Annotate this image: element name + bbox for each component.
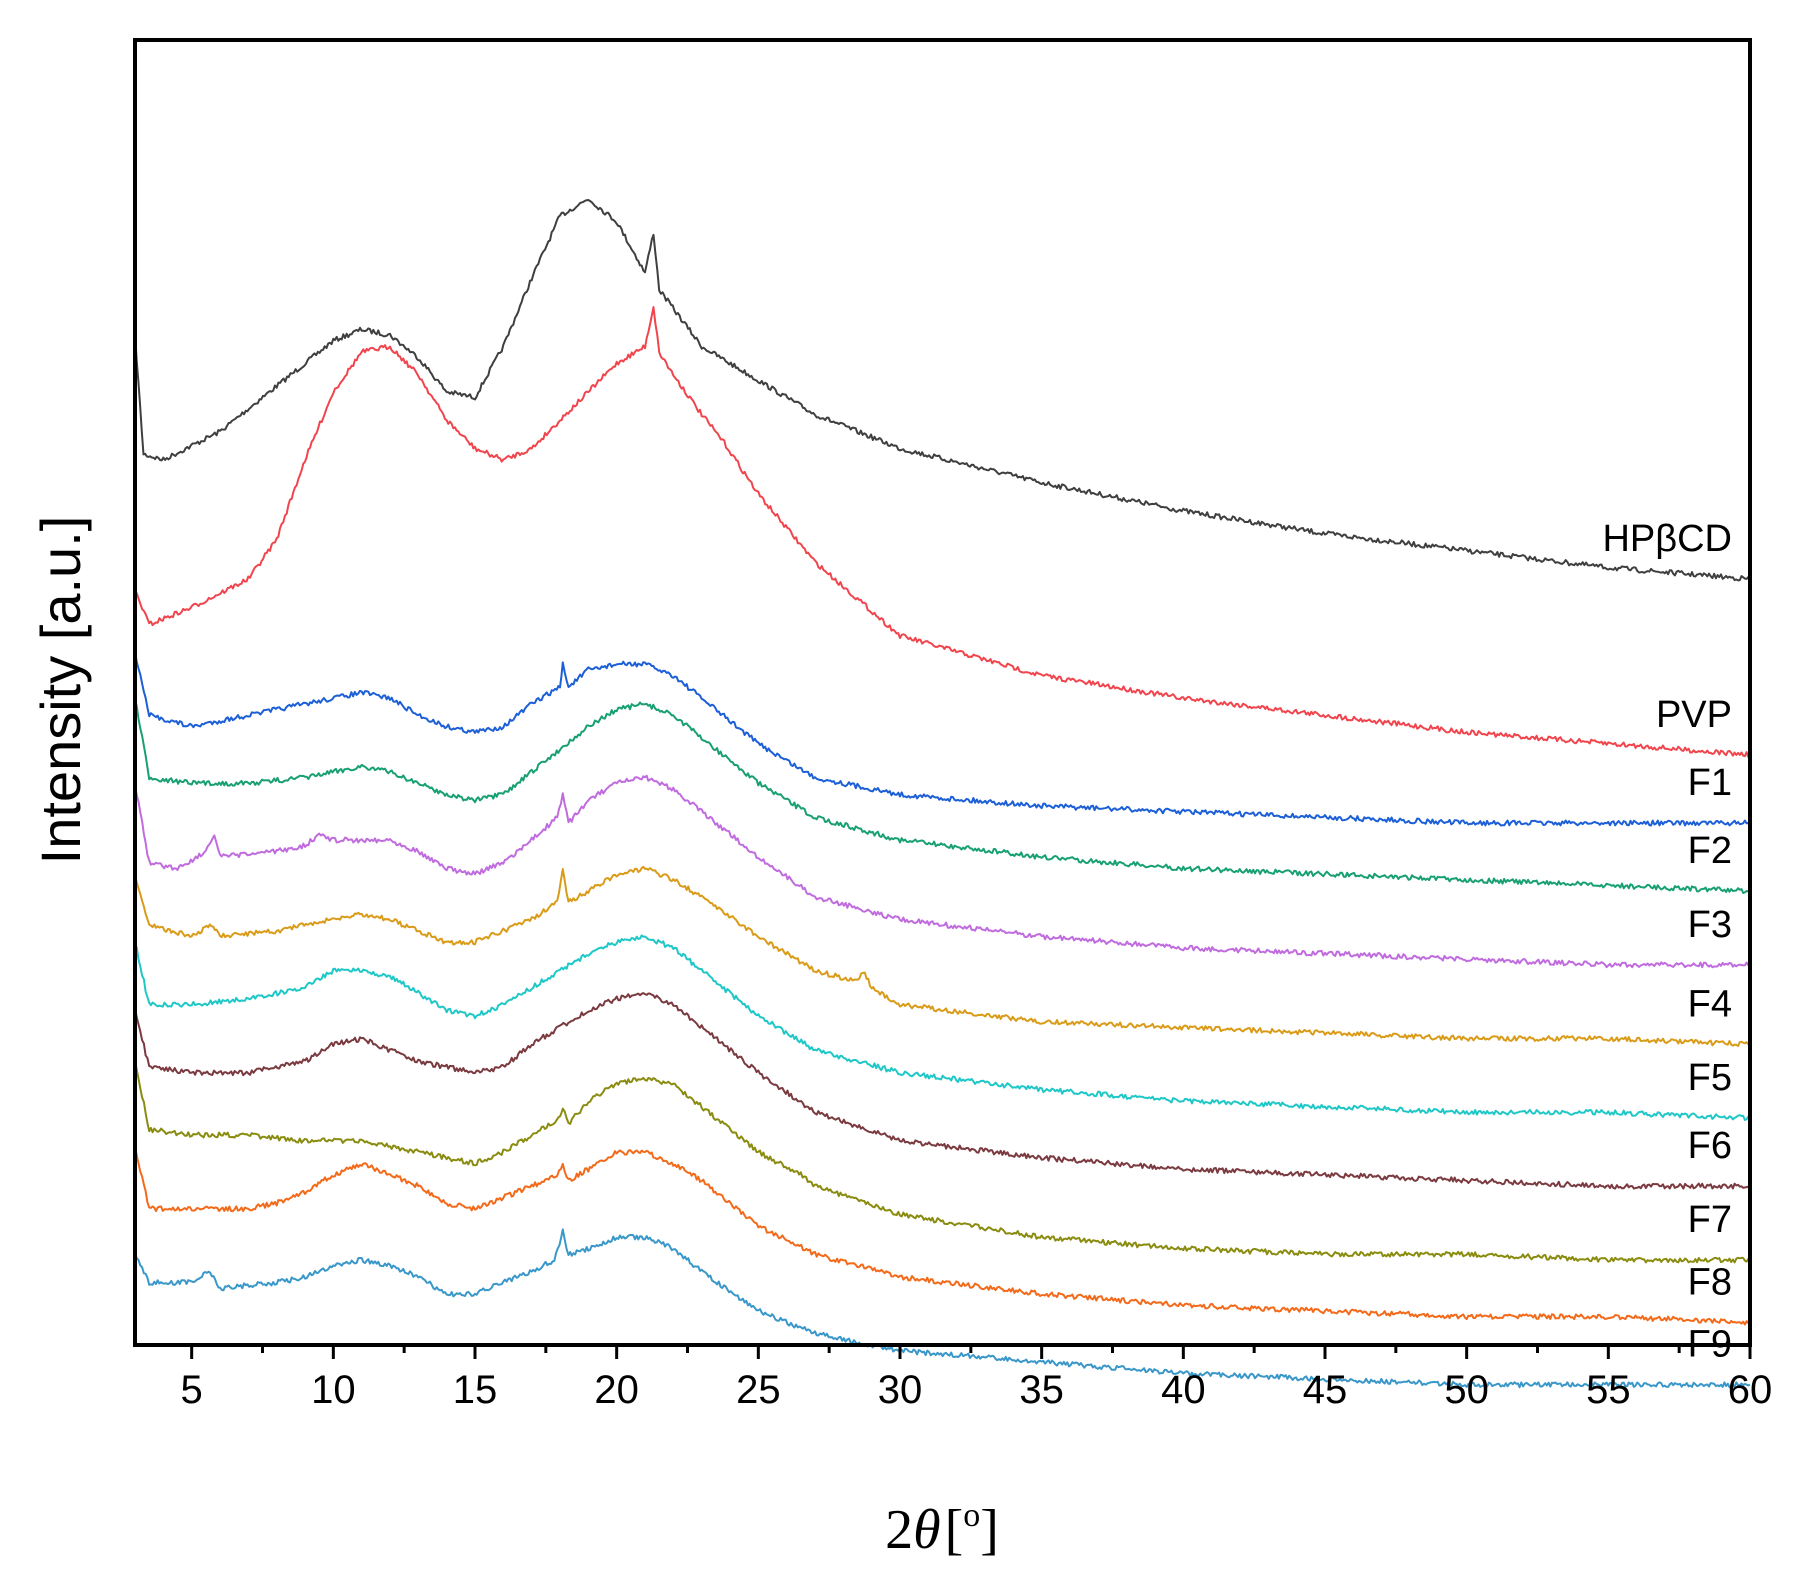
series-line-f1 <box>134 651 1751 827</box>
series-label-pvp: PVP <box>1656 694 1732 736</box>
x-tick-label: 30 <box>878 1368 923 1412</box>
series-line-f9 <box>134 1228 1751 1389</box>
series-line-f8 <box>134 1145 1751 1326</box>
series-label-f1: F1 <box>1688 762 1732 804</box>
series-label-f4: F4 <box>1688 983 1732 1025</box>
series-label-f3: F3 <box>1688 904 1732 946</box>
series-label-f8: F8 <box>1688 1261 1732 1303</box>
x-axis-title-bracket-close: ] <box>980 1499 999 1561</box>
x-axis-title-prefix: 2 <box>885 1499 913 1561</box>
traces-group <box>134 199 1751 1389</box>
series-label-hpβcd: HPβCD <box>1602 518 1732 560</box>
series-label-f7: F7 <box>1688 1199 1732 1241</box>
series-label-f5: F5 <box>1688 1057 1732 1099</box>
x-tick-label: 50 <box>1444 1368 1489 1412</box>
x-tick-label: 20 <box>594 1368 639 1412</box>
series-line-f4 <box>134 865 1750 1047</box>
x-axis-title-symbol: θ <box>913 1499 941 1561</box>
series-label-f2: F2 <box>1688 830 1732 872</box>
x-tick-label: 45 <box>1303 1368 1348 1412</box>
x-tick-label: 60 <box>1728 1368 1773 1412</box>
x-ticks-group: 5 10 15 20 25 30 35 40 45 50 55 60 <box>181 1345 1773 1412</box>
x-tick-label: 55 <box>1586 1368 1631 1412</box>
series-line-f6 <box>134 992 1751 1190</box>
x-tick-label: 35 <box>1019 1368 1064 1412</box>
series-line-f3 <box>134 774 1751 969</box>
series-label-f6: F6 <box>1688 1125 1732 1167</box>
x-tick-label: 10 <box>311 1368 356 1412</box>
plot-frame <box>133 38 1752 1347</box>
series-line-f2 <box>134 698 1751 894</box>
x-axis-title-degree: o <box>963 1497 980 1534</box>
series-line-f7 <box>134 1060 1751 1264</box>
x-tick-label: 25 <box>736 1368 781 1412</box>
x-axis-title: 2θ[o] <box>885 1497 999 1561</box>
series-line-pvp <box>134 306 1751 758</box>
y-axis-title: Intensity [a.u.] <box>29 516 92 865</box>
x-tick-label: 15 <box>453 1368 498 1412</box>
x-tick-label: 40 <box>1161 1368 1206 1412</box>
x-tick-label: 5 <box>181 1368 203 1412</box>
series-line-hpβcd <box>134 199 1751 582</box>
x-axis-title-bracket-open: [ <box>945 1499 964 1561</box>
series-line-f5 <box>134 934 1751 1121</box>
